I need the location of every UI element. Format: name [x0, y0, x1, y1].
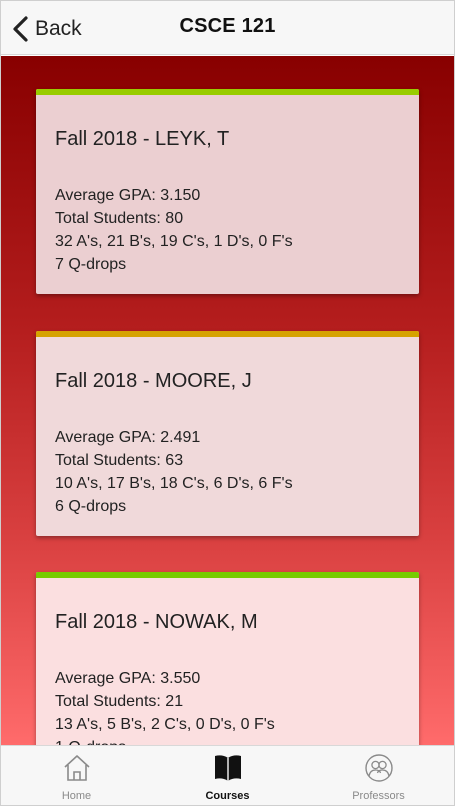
- section-title: Fall 2018 - LEYK, T: [55, 128, 230, 150]
- section-title: Fall 2018 - MOORE, J: [55, 370, 252, 392]
- average-gpa: Average GPA: 3.150: [55, 187, 201, 204]
- tab-home[interactable]: Home: [1, 746, 152, 805]
- nav-header: Back CSCE 121: [1, 1, 454, 55]
- q-drops: 1 Q-drops: [55, 736, 400, 745]
- bottom-tab-bar: Home Courses Professors: [1, 745, 454, 805]
- card-accent-bar: [36, 572, 419, 578]
- section-card[interactable]: Fall 2018 - MOORE, J Average GPA: 2.491 …: [36, 331, 419, 536]
- home-icon: [63, 755, 90, 781]
- grade-distribution: 13 A's, 5 B's, 2 C's, 0 D's, 0 F's: [55, 716, 275, 733]
- back-button[interactable]: Back: [11, 14, 82, 44]
- grade-distribution: 10 A's, 17 B's, 18 C's, 6 D's, 6 F's: [55, 475, 293, 492]
- book-icon: [214, 755, 241, 781]
- q-drops: 7 Q-drops: [55, 256, 127, 273]
- section-title: Fall 2018 - NOWAK, M: [55, 611, 258, 633]
- grade-distribution: 32 A's, 21 B's, 19 C's, 1 D's, 0 F's: [55, 233, 293, 250]
- tab-label: Home: [61, 790, 92, 802]
- tab-professors[interactable]: Professors: [303, 746, 454, 805]
- tab-courses[interactable]: Courses: [152, 746, 303, 805]
- total-students: Total Students: 63: [55, 452, 184, 469]
- course-sections-list[interactable]: Fall 2018 - LEYK, T Average GPA: 3.150 T…: [1, 56, 454, 745]
- page-title: CSCE 121: [179, 15, 276, 37]
- professors-icon: [364, 754, 393, 782]
- chevron-left-icon: [13, 16, 28, 42]
- average-gpa: Average GPA: 3.550: [55, 670, 201, 687]
- section-card[interactable]: Fall 2018 - LEYK, T Average GPA: 3.150 T…: [36, 89, 419, 294]
- back-label: Back: [35, 17, 82, 40]
- card-accent-bar: [36, 89, 419, 95]
- total-students: Total Students: 21: [55, 693, 184, 710]
- tab-label: Courses: [205, 790, 250, 802]
- q-drops: 6 Q-drops: [55, 498, 127, 515]
- tab-label: Professors: [352, 790, 405, 802]
- card-accent-bar: [36, 331, 419, 337]
- section-card[interactable]: Fall 2018 - NOWAK, M Average GPA: 3.550 …: [36, 572, 419, 745]
- average-gpa: Average GPA: 2.491: [55, 429, 201, 446]
- total-students: Total Students: 80: [55, 210, 184, 227]
